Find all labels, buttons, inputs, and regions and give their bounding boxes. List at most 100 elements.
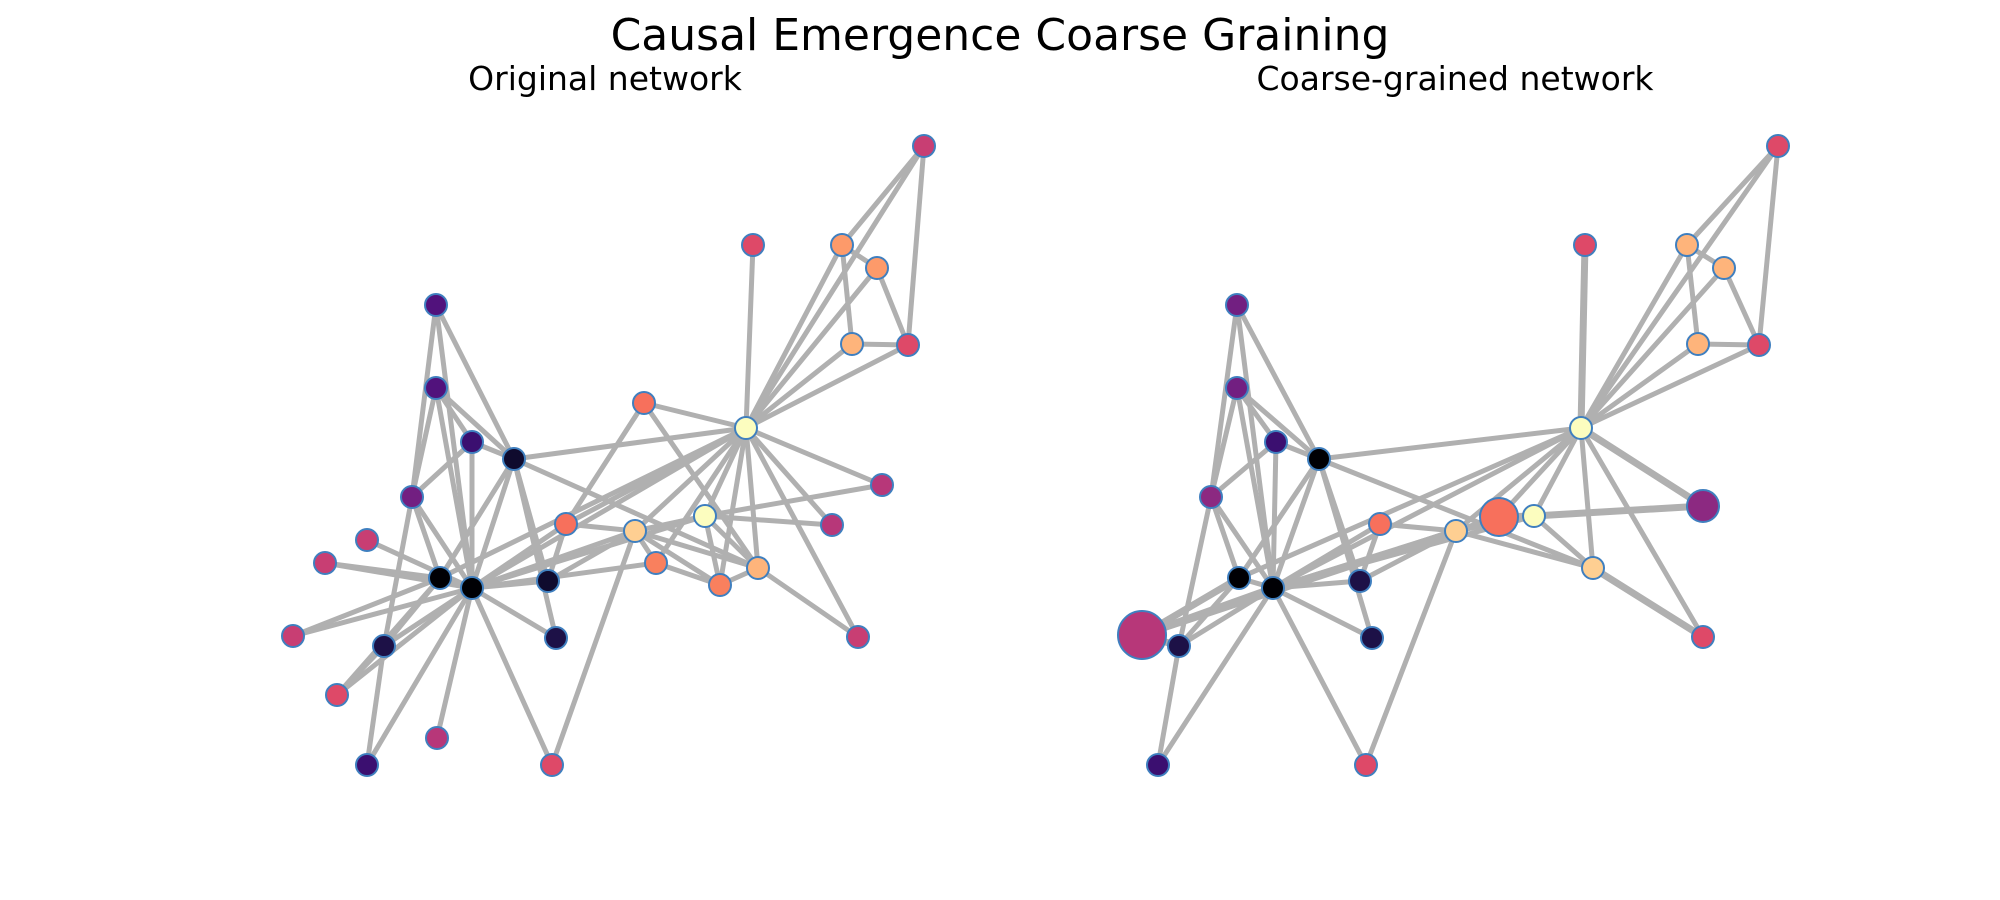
coarse-node — [1444, 519, 1468, 543]
original-node — [830, 233, 854, 257]
original-edge — [743, 341, 855, 431]
edges-original — [290, 143, 927, 768]
original-edge — [469, 456, 517, 591]
coarse-edge — [1270, 456, 1322, 591]
original-edge — [469, 560, 659, 591]
original-edge — [364, 537, 475, 591]
original-edge — [632, 425, 749, 534]
original-node — [632, 391, 656, 415]
original-edge — [743, 265, 880, 431]
coarse-edge — [1577, 424, 1707, 510]
original-node — [870, 473, 894, 497]
coarse-node — [1167, 634, 1191, 658]
coarse-node — [1581, 556, 1605, 580]
original-edge — [437, 456, 517, 581]
original-edge — [549, 528, 638, 768]
original-edge — [702, 482, 885, 519]
coarse-edge — [1270, 425, 1584, 591]
panel-title-original: Original network — [468, 59, 743, 98]
coarse-node — [1686, 332, 1710, 356]
coarse-node — [1199, 485, 1223, 509]
coarse-edge — [1453, 425, 1584, 534]
coarse-edge — [1208, 302, 1240, 500]
coarse-edge — [1530, 502, 1707, 520]
original-node — [424, 293, 448, 317]
original-node — [355, 753, 379, 777]
original-edge — [641, 400, 761, 571]
original-node — [820, 513, 844, 537]
coarse-edge — [1270, 585, 1375, 641]
original-edge — [743, 425, 861, 640]
original-edge — [702, 513, 835, 528]
original-node — [325, 683, 349, 707]
original-edge — [563, 400, 647, 527]
original-edge — [743, 425, 885, 488]
original-edge — [364, 643, 387, 768]
original-node — [425, 726, 449, 750]
original-edge — [409, 494, 475, 591]
coarse-edge — [1589, 564, 1707, 641]
coarse-edge — [1236, 456, 1322, 581]
original-edge — [743, 342, 911, 431]
original-node — [746, 556, 770, 580]
original-node — [846, 625, 870, 649]
coarse-node — [1522, 504, 1546, 528]
coarse-node — [1117, 610, 1167, 660]
original-edge — [511, 456, 559, 641]
coarse-node — [1691, 625, 1715, 649]
original-node — [544, 626, 568, 650]
original-edge — [839, 242, 855, 347]
panel-coarse-grained-network — [1117, 134, 1790, 777]
coarse-edge — [1270, 439, 1279, 591]
coarse-edge — [1316, 425, 1584, 462]
original-node — [460, 576, 484, 600]
original-edge — [839, 143, 927, 248]
original-node — [734, 416, 758, 440]
original-node — [536, 569, 560, 593]
original-node — [708, 573, 732, 597]
coarse-edge — [1531, 425, 1584, 519]
coarse-node — [1146, 753, 1170, 777]
original-node — [355, 528, 379, 552]
original-node — [623, 519, 647, 543]
coarse-node — [1354, 753, 1378, 777]
original-node — [372, 634, 396, 658]
original-edge — [381, 494, 415, 649]
coarse-edge — [1155, 643, 1182, 768]
panel-original-network — [281, 134, 936, 777]
original-node — [741, 233, 765, 257]
original-node — [281, 624, 305, 648]
coarse-edge — [1531, 513, 1596, 571]
original-edge — [641, 400, 749, 431]
original-edge — [322, 560, 443, 581]
coarse-edge — [1316, 456, 1375, 641]
original-node — [502, 447, 526, 471]
original-node — [644, 551, 668, 575]
original-edge — [755, 565, 861, 640]
coarse-node — [1348, 569, 1372, 593]
panel-title-coarse: Coarse-grained network — [1257, 59, 1655, 98]
coarse-edge — [1578, 425, 1596, 571]
coarse-node — [1261, 576, 1285, 600]
coarse-node — [1712, 256, 1736, 280]
original-edge — [433, 385, 517, 462]
coarse-edge — [1270, 585, 1369, 768]
original-node — [428, 566, 452, 590]
original-node — [313, 551, 337, 575]
original-edge — [433, 385, 475, 591]
original-edge — [290, 585, 475, 639]
coarse-edge — [1578, 341, 1701, 431]
coarse-edge — [1208, 494, 1242, 581]
coarse-edge — [1138, 527, 1460, 639]
original-node — [693, 504, 717, 528]
edges-coarse — [1138, 143, 1781, 768]
original-node — [424, 376, 448, 400]
original-edge — [874, 265, 911, 348]
original-edge — [469, 585, 559, 641]
coarse-edge — [1377, 521, 1459, 534]
original-edge — [469, 585, 555, 768]
original-edge — [434, 585, 475, 741]
coarse-edge — [1234, 385, 1322, 462]
original-node — [896, 333, 920, 357]
original-edge — [511, 425, 749, 462]
